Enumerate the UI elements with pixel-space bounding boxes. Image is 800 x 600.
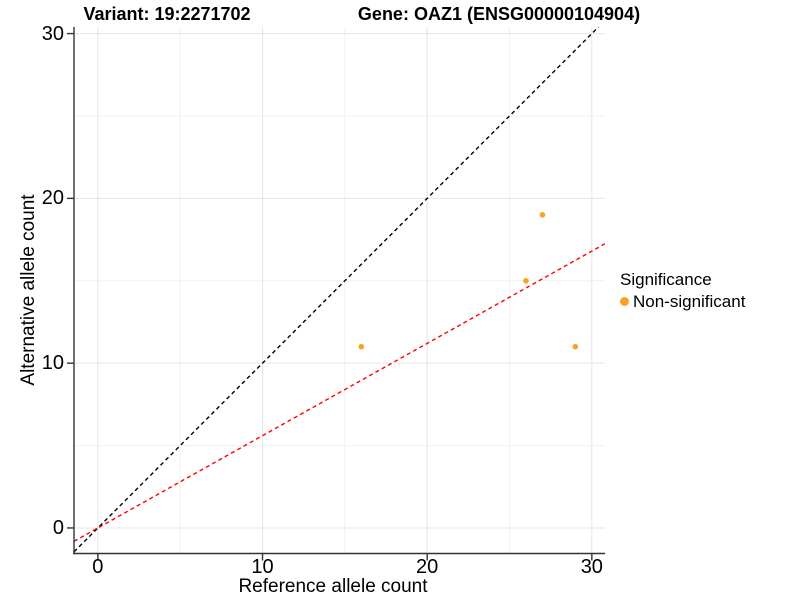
y-tick-label: 30 bbox=[41, 22, 64, 45]
y-tick-label: 20 bbox=[41, 187, 64, 210]
x-axis-title: Reference allele count bbox=[238, 576, 428, 597]
plot-title-gene: Gene: OAZ1 (ENSG00000104904) bbox=[357, 4, 641, 24]
identity-line bbox=[74, 27, 600, 553]
x-tick-label: 0 bbox=[92, 556, 104, 578]
x-tick-label: 20 bbox=[416, 556, 439, 578]
x-tick-label: 30 bbox=[580, 556, 603, 578]
data-point bbox=[539, 212, 546, 218]
data-point bbox=[523, 277, 529, 284]
legend-point-marker-icon bbox=[620, 297, 629, 306]
data-point bbox=[358, 343, 365, 350]
data-point bbox=[572, 343, 579, 350]
plot-title-variant: Variant: 19:2271702 bbox=[83, 4, 251, 24]
y-tick-label: 10 bbox=[41, 352, 64, 375]
legend-item-label: Non-significant bbox=[633, 292, 746, 311]
legend-item: Non-significant bbox=[620, 292, 745, 311]
legend-title: Significance bbox=[620, 270, 712, 289]
y-tick-label: 0 bbox=[52, 516, 64, 539]
legend: Significance Non-significant bbox=[620, 270, 745, 311]
fit-line bbox=[74, 243, 605, 542]
x-tick-label: 10 bbox=[251, 556, 274, 578]
